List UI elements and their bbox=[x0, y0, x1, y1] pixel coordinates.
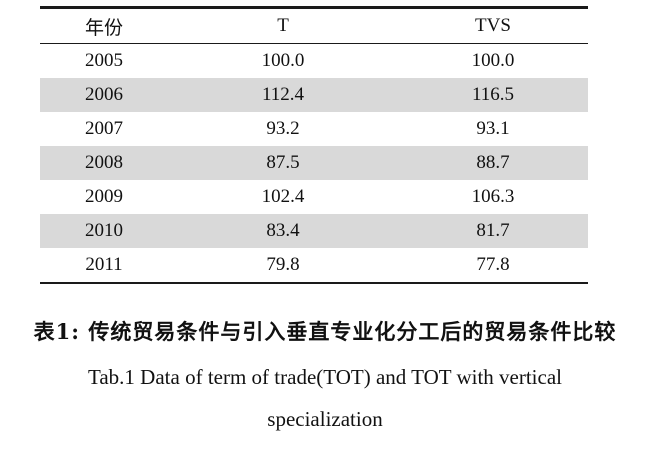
cell-year: 2005 bbox=[85, 50, 123, 71]
table-row: 2007 93.2 93.1 bbox=[40, 112, 588, 146]
cell-year: 2010 bbox=[40, 214, 168, 248]
cell-year: 2007 bbox=[85, 118, 123, 139]
table-row: 2005 100.0 100.0 bbox=[40, 44, 588, 79]
cell-t: 79.8 bbox=[266, 254, 300, 275]
header-year: 年份 bbox=[84, 17, 123, 39]
data-table-container: 年份 T TVS 2005 100.0 100.0 2006 112.4 116… bbox=[40, 6, 588, 284]
table-row: 2010 83.4 81.7 bbox=[40, 214, 588, 248]
caption-chinese: 表1: 传统贸易条件与引入垂直专业化分工后的贸易条件比较 bbox=[33, 319, 617, 344]
cell-tvs: 106.3 bbox=[471, 186, 515, 207]
cell-year: 2011 bbox=[85, 254, 123, 275]
terms-of-trade-table: 年份 T TVS 2005 100.0 100.0 2006 112.4 116… bbox=[40, 6, 588, 284]
table-row: 2008 87.5 88.7 bbox=[40, 146, 588, 180]
caption-english-line1: Tab.1 Data of term of trade(TOT) and TOT… bbox=[88, 365, 562, 389]
cell-tvs: 81.7 bbox=[398, 214, 588, 248]
cell-year: 2009 bbox=[85, 186, 123, 207]
table-row: 2009 102.4 106.3 bbox=[40, 180, 588, 214]
cell-tvs: 77.8 bbox=[476, 254, 510, 275]
cell-t: 83.4 bbox=[168, 214, 398, 248]
cell-tvs: 100.0 bbox=[471, 50, 515, 71]
table-caption: 表1: 传统贸易条件与引入垂直专业化分工后的贸易条件比较 Tab.1 Data … bbox=[0, 318, 650, 433]
cell-t: 102.4 bbox=[261, 186, 305, 207]
table-header-row: 年份 T TVS bbox=[40, 7, 588, 44]
cell-year: 2006 bbox=[40, 78, 168, 112]
cell-t: 87.5 bbox=[168, 146, 398, 180]
header-tvs: TVS bbox=[475, 15, 511, 36]
cell-year: 2008 bbox=[40, 146, 168, 180]
cell-t: 93.2 bbox=[266, 118, 300, 139]
table-row: 2011 79.8 77.8 bbox=[40, 248, 588, 283]
cell-tvs: 88.7 bbox=[398, 146, 588, 180]
caption-english-line2: specialization bbox=[267, 407, 383, 431]
cell-tvs: 93.1 bbox=[476, 118, 510, 139]
cell-t: 100.0 bbox=[261, 50, 305, 71]
cell-t: 112.4 bbox=[168, 78, 398, 112]
table-row: 2006 112.4 116.5 bbox=[40, 78, 588, 112]
header-t: T bbox=[277, 15, 289, 36]
cell-tvs: 116.5 bbox=[398, 78, 588, 112]
